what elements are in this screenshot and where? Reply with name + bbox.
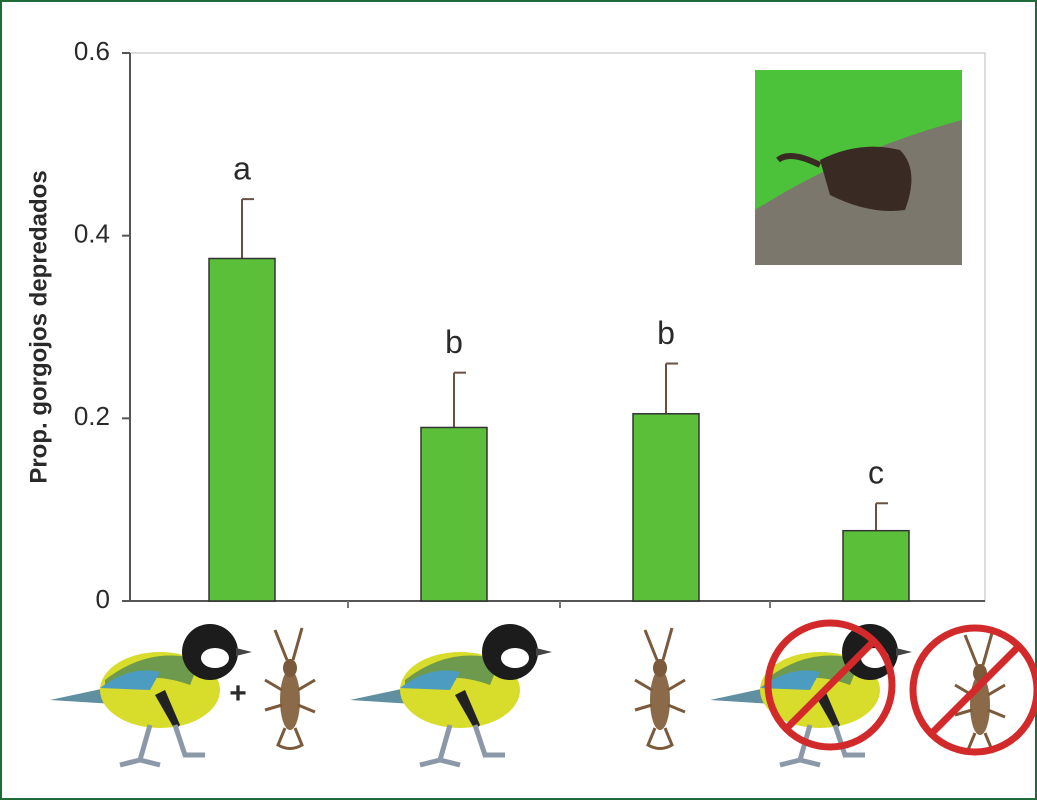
y-tick-label: 0.2: [74, 401, 110, 431]
significance-letter: c: [868, 455, 884, 491]
significance-letter: b: [445, 324, 463, 360]
y-tick-label: 0: [96, 584, 110, 614]
bar: [420, 426, 488, 602]
bar: [632, 413, 700, 602]
bar: [842, 529, 910, 602]
inset-photo: [755, 70, 962, 265]
y-axis-label: Prop. gorgojos depredados: [25, 170, 52, 483]
significance-letter: b: [657, 315, 675, 351]
x-separators: [347, 601, 771, 608]
significance-letter: a: [233, 151, 251, 187]
bar: [208, 257, 276, 602]
y-tick-label: 0.4: [74, 219, 110, 249]
plus-sign: +: [229, 677, 247, 710]
y-tick-label: 0.6: [74, 36, 110, 66]
